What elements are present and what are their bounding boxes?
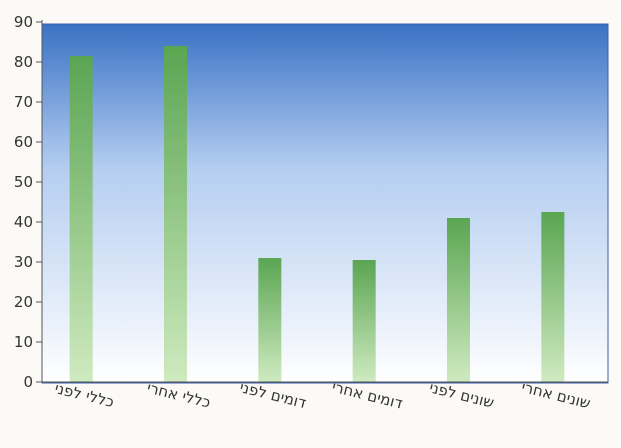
bar [541,212,565,382]
bar [164,46,187,382]
bar [258,258,282,382]
y-tick-label: 50 [14,173,33,191]
y-tick-label: 30 [14,253,33,271]
x-tick-label: כללי אחרי [145,379,212,412]
y-tick-label: 80 [14,53,33,71]
x-tick-label: כללי לפני [53,379,116,411]
plot-area [41,23,609,384]
y-tick-label: 20 [14,293,33,311]
y-tick-label: 90 [14,13,33,31]
y-tick-label: 10 [14,333,33,351]
y-tick-label: 70 [14,93,33,111]
y-tick-label: 0 [23,373,33,391]
bars [69,46,565,382]
y-axis: 0 10 20 30 40 50 60 70 80 90 [14,13,43,391]
bar [447,218,470,382]
bar [352,260,376,382]
bar [69,56,93,382]
y-tick-label: 40 [14,213,33,231]
y-tick-label: 60 [14,133,33,151]
